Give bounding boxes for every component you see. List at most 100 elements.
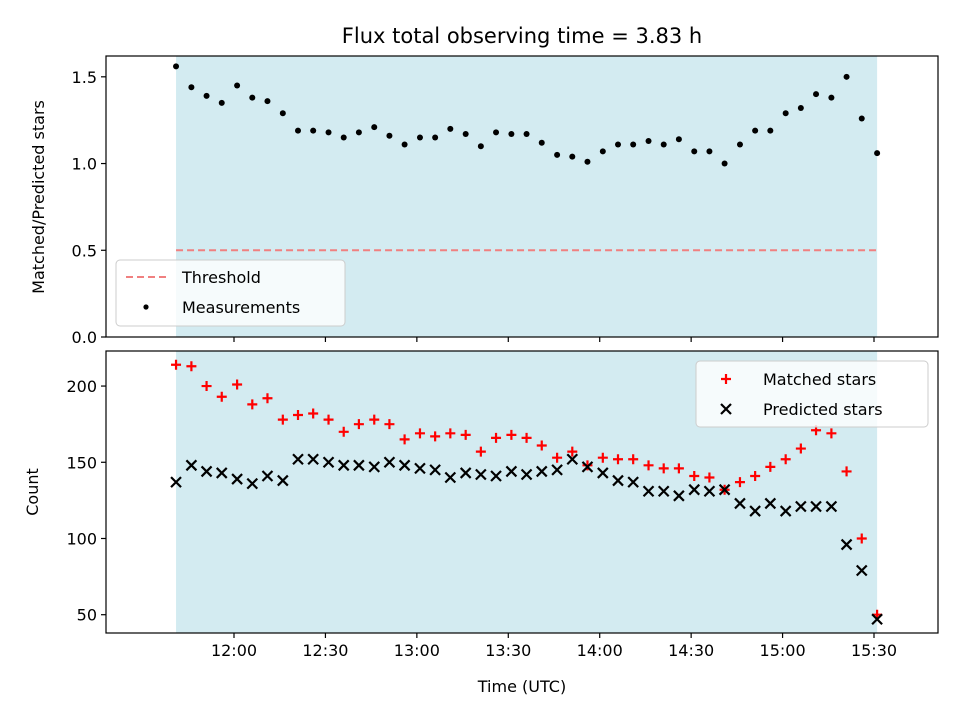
measurement-point [615,141,621,148]
legend-box [695,360,929,428]
matched-stars-point [262,393,273,404]
predicted-stars-point [307,453,319,466]
predicted-stars-point [688,483,701,496]
measurement-point [493,129,500,136]
matched-stars-point [628,454,639,465]
x-tick-label: 14:00 [577,641,623,660]
measurement-point [874,150,881,157]
predicted-stars-point [292,453,304,466]
matched-stars-point [704,472,715,483]
predicted-stars-point [490,470,502,482]
measurement-point [645,137,652,144]
measurement-point [660,141,667,148]
measurement-point [355,129,362,136]
bottom-panel: 50 100 150 200 12:00 12:30 13:00 13:30 14:00 14:3… [66,350,939,660]
matched-stars-point [201,381,212,392]
measurement-point [554,151,561,158]
measurement-point [386,132,393,139]
measurement-point [173,63,180,70]
measurement-point [249,94,256,101]
predicted-stars-point [414,462,426,475]
predicted-stars-point [535,465,548,478]
matched-stars-point [323,414,334,425]
predicted-stars-point [520,468,533,481]
legend-measurement-swatch [143,304,149,310]
predicted-stars-point [353,459,365,472]
matched-stars-point [399,434,410,445]
legend-box [115,259,346,327]
x-axis-label: Time (UTC) [477,677,566,696]
predicted-stars-point [871,613,883,626]
top-y-axis-label: Matched/Predicted stars [29,100,48,294]
matched-stars-point [673,463,684,474]
measurement-point [813,91,820,98]
measurement-point [569,153,576,160]
y-tick-label: 200 [66,377,97,396]
measurement-point [538,139,545,146]
measurement-point [797,105,804,112]
matched-stars-point [430,431,441,442]
measurement-point [736,141,743,148]
matched-stars-point [369,414,380,425]
matched-stars-point [765,461,776,472]
predicted-stars-point [612,474,624,487]
matched-stars-point [597,452,608,463]
legend-measurement-label: Measurements [182,298,300,317]
measurement-point [767,127,774,134]
x-tick-label: 12:00 [211,641,257,660]
matched-stars-point [734,477,745,488]
measurement-point [706,148,713,155]
bottom-legend: Matched stars Predicted stars [695,360,929,428]
matched-stars-point [414,428,425,439]
top-panel: 0.0 0.5 1.0 1.5 Threshold Measurements [72,55,939,347]
y-tick-label: 0.5 [72,241,97,260]
predicted-stars-point [505,465,518,478]
matched-stars-point [780,454,791,465]
matched-stars-point [491,432,502,443]
predicted-stars-point [795,500,807,513]
measurement-point [218,99,225,106]
predicted-stars-point [703,485,716,498]
predicted-stars-point [551,464,563,476]
measurement-point [523,131,530,138]
measurement-point [188,84,195,91]
predicted-stars-point [231,473,243,485]
predicted-stars-point [779,505,792,517]
predicted-stars-point [383,456,396,469]
plot-frame [105,350,939,634]
y-tick-label: 1.0 [72,155,97,174]
measurement-point [691,148,698,155]
predicted-stars-point [581,461,594,473]
x-tick-label: 12:30 [302,641,348,660]
x-tick-label: 13:00 [394,641,440,660]
measurement-point [264,98,271,105]
predicted-stars-point [673,490,685,502]
predicted-stars-point [642,485,655,498]
predicted-stars-point [566,453,579,466]
measurement-point [584,158,591,165]
matched-stars-point [506,429,517,440]
measurement-point [432,134,439,141]
matched-stars-point [216,391,227,402]
legend-predicted-label: Predicted stars [763,400,883,419]
y-tick-label: 1.5 [72,68,97,87]
chart-title: Flux total observing time = 3.83 h [342,24,702,48]
matched-stars-point [277,414,288,425]
predicted-stars-point [322,456,335,469]
matched-stars-point [841,466,852,477]
legend-threshold-label: Threshold [181,268,261,287]
measurement-point [234,82,241,89]
predicted-stars-point [810,500,822,513]
matched-stars-point [338,426,349,437]
measurement-point [675,136,682,143]
measurement-point [416,134,423,141]
measurement-point [508,131,515,138]
predicted-stars-point [764,497,777,510]
matched-stars-point [171,359,182,370]
predicted-stars-point [475,468,487,481]
bottom-y-axis-label: Count [23,468,42,516]
matched-stars-point [536,440,547,451]
predicted-stars-point [627,476,639,488]
measurement-point [310,127,317,134]
